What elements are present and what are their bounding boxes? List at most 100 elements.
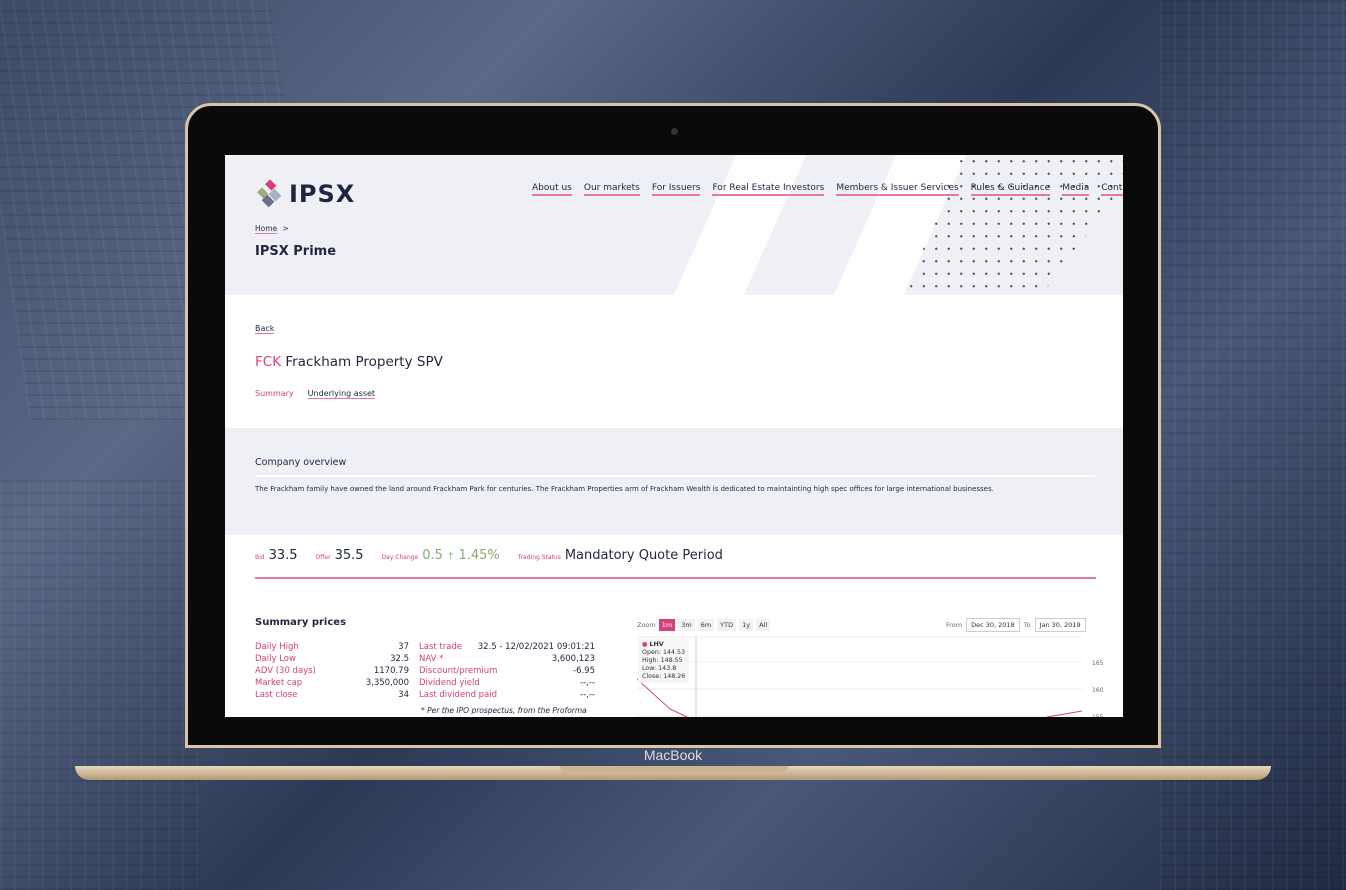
camera <box>671 128 678 135</box>
summary-row: Discount/premium -6.95 <box>419 665 595 677</box>
summary-value: 3,600,123 <box>551 654 595 664</box>
summary-heading: Summary prices <box>255 617 347 628</box>
y-tick: 155 <box>1092 714 1104 717</box>
device-label: MacBook <box>643 747 703 763</box>
summary-label: Daily Low <box>255 654 296 664</box>
logo-text: IPSX <box>289 180 356 208</box>
price-line <box>1046 710 1083 717</box>
to-date-input[interactable]: Jan 30, 2019 <box>1034 618 1086 632</box>
summary-label: Last close <box>255 690 298 700</box>
day-change-value: 0.5 <box>422 548 443 563</box>
chart-tooltip: ● LHV Open: 144.53 High: 148.55 Low: 143… <box>638 639 690 683</box>
summary-label: Last dividend paid <box>419 690 498 700</box>
nav-rules-guidance[interactable]: Rules & Guidance <box>970 183 1051 196</box>
tooltip-series: LHV <box>649 641 664 648</box>
zoom-all-button[interactable]: All <box>756 619 771 631</box>
offer-label: Offer <box>315 554 331 561</box>
summary-row: ADV (30 days) 1170.79 <box>255 665 409 677</box>
website-screen: IPSX About us Our markets For Issuers Fo… <box>225 155 1123 717</box>
chart-zoom-controls: Zoom 1m 3m 6m YTD 1y All <box>637 619 771 631</box>
background-building <box>1160 0 1346 890</box>
page-title: IPSX Prime <box>255 244 337 259</box>
zoom-1m-button[interactable]: 1m <box>658 619 676 631</box>
back-link[interactable]: Back <box>255 324 275 334</box>
zoom-1y-button[interactable]: 1y <box>739 619 754 631</box>
breadcrumb-home[interactable]: Home <box>255 224 278 234</box>
summary-value: 3,350,000 <box>365 678 409 688</box>
nav-our-markets[interactable]: Our markets <box>583 183 640 196</box>
background-building <box>0 480 200 890</box>
summary-row: Dividend yield --,-- <box>419 677 595 689</box>
overview-heading: Company overview <box>255 457 347 468</box>
summary-row: Last close 34 <box>255 689 409 701</box>
security-name: Frackham Property SPV <box>285 354 443 370</box>
price-line <box>637 678 688 717</box>
tooltip-high: High: 148.55 <box>642 657 683 664</box>
nav-members-issuer-services[interactable]: Members & Issuer Services <box>836 183 959 196</box>
to-label: To <box>1023 621 1031 629</box>
y-tick: 165 <box>1092 660 1104 667</box>
summary-left-table: Daily High 37 Daily Low 32.5 ADV (30 days) 11… <box>255 641 409 701</box>
summary-value: 34 <box>398 690 409 700</box>
price-chart[interactable]: 165 160 155 <box>637 635 1117 717</box>
summary-label: NAV * <box>419 654 444 664</box>
summary-row: Market cap 3,350,000 <box>255 677 409 689</box>
summary-row: Last trade 32.5 - 12/02/2021 09:01:21 <box>419 641 595 653</box>
bid-label: Bid <box>255 554 265 561</box>
summary-label: Last trade <box>419 642 463 652</box>
breadcrumb: Home > <box>255 224 289 234</box>
date-range: From Dec 30, 2018 To Jan 30, 2019 <box>946 618 1086 632</box>
quote-bar: Bid 33.5 Offer 35.5 Day Change 0.5 ↑ 1.4… <box>255 548 723 563</box>
nav-for-issuers[interactable]: For Issuers <box>651 183 701 196</box>
zoom-6m-button[interactable]: 6m <box>697 619 715 631</box>
zoom-3m-button[interactable]: 3m <box>678 619 695 631</box>
zoom-ytd-button[interactable]: YTD <box>717 619 737 631</box>
summary-label: Market cap <box>255 678 303 688</box>
laptop-notch <box>560 766 788 774</box>
divider <box>255 475 1095 477</box>
summary-row: Daily High 37 <box>255 641 409 653</box>
summary-row: NAV * 3,600,123 <box>419 653 595 665</box>
summary-value: --,-- <box>580 678 595 688</box>
tooltip-low: Low: 143.8 <box>642 665 677 672</box>
logo[interactable]: IPSX <box>255 179 355 209</box>
summary-value: 37 <box>398 642 409 652</box>
zoom-label: Zoom <box>637 621 656 629</box>
summary-value: 32.5 <box>390 654 409 664</box>
ticker: FCK <box>255 354 282 370</box>
tab-summary[interactable]: Summary <box>255 389 294 398</box>
tooltip-close: Close: 148.26 <box>642 673 686 680</box>
series-dot-icon: ● <box>642 641 648 648</box>
divider <box>255 577 1096 579</box>
overview-text: The Frackham family have owned the land … <box>255 485 994 493</box>
logo-mark-icon <box>257 179 282 208</box>
summary-label: ADV (30 days) <box>255 666 316 676</box>
summary-value: -6.95 <box>573 666 595 676</box>
summary-row: Last dividend paid --,-- <box>419 689 595 701</box>
summary-label: Discount/premium <box>419 666 498 676</box>
company-overview-section: Company overview The Frackham family hav… <box>225 428 1123 535</box>
day-change-percent: 1.45% <box>458 548 500 563</box>
tooltip-open: Open: 144.53 <box>642 649 685 656</box>
trading-status-label: Trading Status <box>517 554 561 561</box>
arrow-up-icon: ↑ <box>446 552 455 562</box>
tab-underlying-asset[interactable]: Underlying asset <box>307 389 376 399</box>
nav-contact[interactable]: Contact <box>1101 183 1123 196</box>
y-tick: 160 <box>1092 687 1104 694</box>
summary-label: Dividend yield <box>419 678 480 688</box>
day-change-label: Day Change <box>381 554 419 561</box>
offer-value: 35.5 <box>334 548 364 563</box>
security-tabs: Summary Underlying asset <box>255 389 376 399</box>
nav-real-estate-investors[interactable]: For Real Estate Investors <box>712 183 825 196</box>
from-date-input[interactable]: Dec 30, 2018 <box>966 618 1020 632</box>
nav-about-us[interactable]: About us <box>532 183 572 196</box>
summary-right-table: Last trade 32.5 - 12/02/2021 09:01:21 NAV … <box>419 641 595 701</box>
security-title: FCK Frackham Property SPV <box>255 354 443 370</box>
summary-row: Daily Low 32.5 <box>255 653 409 665</box>
footnote: * Per the IPO prospectus, from the Profo… <box>421 706 587 715</box>
page-header <box>225 155 1123 295</box>
summary-label: Daily High <box>255 642 299 652</box>
main-nav: About us Our markets For Issuers For Rea… <box>532 183 1123 196</box>
summary-value: 32.5 - 12/02/2021 09:01:21 <box>477 642 595 652</box>
nav-media[interactable]: Media <box>1062 183 1090 196</box>
